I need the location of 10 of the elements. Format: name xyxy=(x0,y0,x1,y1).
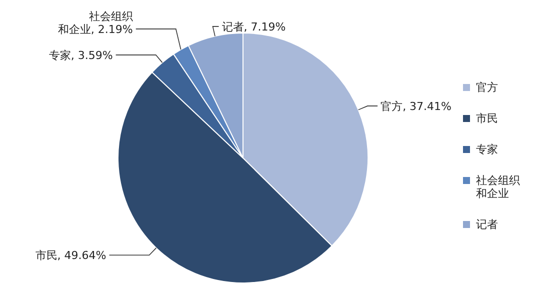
data-label: 专家, 3.59% xyxy=(48,48,113,62)
legend-label: 专家 xyxy=(476,143,498,156)
data-label: 社会组织和企业, 2.19% xyxy=(58,10,133,36)
legend-label: 社会组织和企业 xyxy=(476,174,520,200)
legend-label: 记者 xyxy=(476,218,498,231)
legend-label: 市民 xyxy=(476,112,498,125)
legend-label: 官方 xyxy=(476,81,498,94)
data-label: 官方, 37.41% xyxy=(380,100,452,113)
data-label: 市民, 49.64% xyxy=(35,249,106,262)
data-label: 记者, 7.19% xyxy=(222,20,286,34)
